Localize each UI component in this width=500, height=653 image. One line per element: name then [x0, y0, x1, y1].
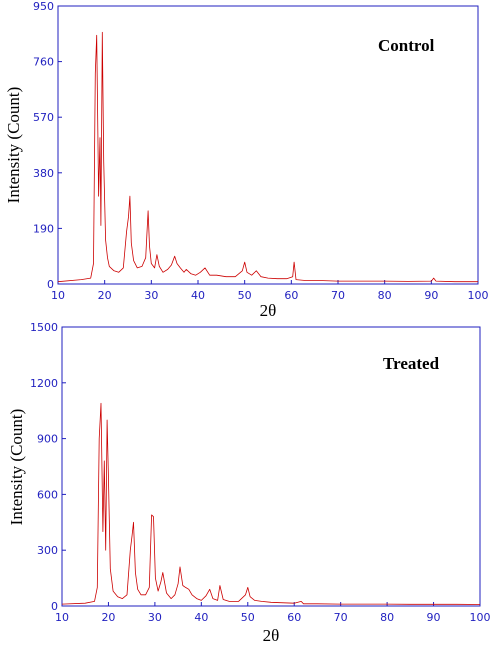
control-x-tick-label: 30: [144, 289, 158, 302]
treated-series-line: [61, 402, 481, 605]
control-series-line: [57, 31, 478, 283]
control-x-tick-label: 60: [284, 289, 298, 302]
treated-y-tick-label: 1500: [30, 321, 58, 334]
treated-x-tick-label: 60: [287, 611, 301, 624]
control-y-tick-label: 380: [33, 167, 54, 180]
treated-y-tick-label: 600: [37, 488, 58, 501]
treated-y-tick-label: 1200: [30, 377, 58, 390]
treated-y-axis-title: Intensity (Count): [7, 409, 26, 526]
control-y-tick-label: 570: [33, 111, 54, 124]
control-x-tick-label: 90: [424, 289, 438, 302]
control-y-tick-label: 950: [33, 0, 54, 13]
treated-plot-frame: [61, 326, 481, 607]
treated-y-tick-label: 0: [51, 600, 58, 613]
control-y-axis-title: Intensity (Count): [4, 87, 23, 204]
treated-x-tick-label: 70: [334, 611, 348, 624]
treated-x-tick-label: 80: [380, 611, 394, 624]
control-x-tick-label: 50: [238, 289, 252, 302]
control-plot-frame: [57, 5, 479, 285]
control-x-tick-label: 20: [98, 289, 112, 302]
treated-x-tick-label: 20: [101, 611, 115, 624]
control-x-tick-label: 100: [468, 289, 489, 302]
control-x-tick-label: 40: [191, 289, 205, 302]
control-y-tick-label: 0: [47, 278, 54, 291]
treated-x-tick-label: 100: [470, 611, 491, 624]
treated-x-tick-label: 30: [148, 611, 162, 624]
control-x-ticks: 10 20 30 40 50 60 70 80 90 100: [51, 280, 489, 302]
control-panel: 0 190 380 570 760 950 10 20 30 40 50 60 70 80 90 100 C…: [4, 0, 489, 320]
control-y-tick-label: 760: [33, 56, 54, 69]
treated-panel-title: Treated: [383, 354, 440, 373]
treated-x-tick-label: 90: [427, 611, 441, 624]
treated-x-tick-label: 10: [55, 611, 69, 624]
control-y-ticks: 0 190 380 570 760 950: [33, 0, 62, 291]
control-y-tick-label: 190: [33, 222, 54, 235]
treated-y-ticks: 0 300 600 900 1200 1500: [30, 321, 66, 613]
treated-x-ticks: 10 20 30 40 50 60 70 80 90 100: [55, 602, 491, 624]
control-x-tick-label: 70: [331, 289, 345, 302]
treated-x-axis-title: 2θ: [263, 626, 280, 645]
treated-y-tick-label: 300: [37, 544, 58, 557]
treated-x-tick-label: 50: [241, 611, 255, 624]
control-panel-title: Control: [378, 36, 435, 55]
control-x-tick-label: 80: [378, 289, 392, 302]
treated-x-tick-label: 40: [194, 611, 208, 624]
treated-y-tick-label: 900: [37, 433, 58, 446]
control-x-axis-title: 2θ: [260, 301, 277, 320]
control-x-tick-label: 10: [51, 289, 65, 302]
treated-panel: 0 300 600 900 1200 1500 10 20 30 40 50 60 70 80 90 100…: [7, 321, 491, 645]
